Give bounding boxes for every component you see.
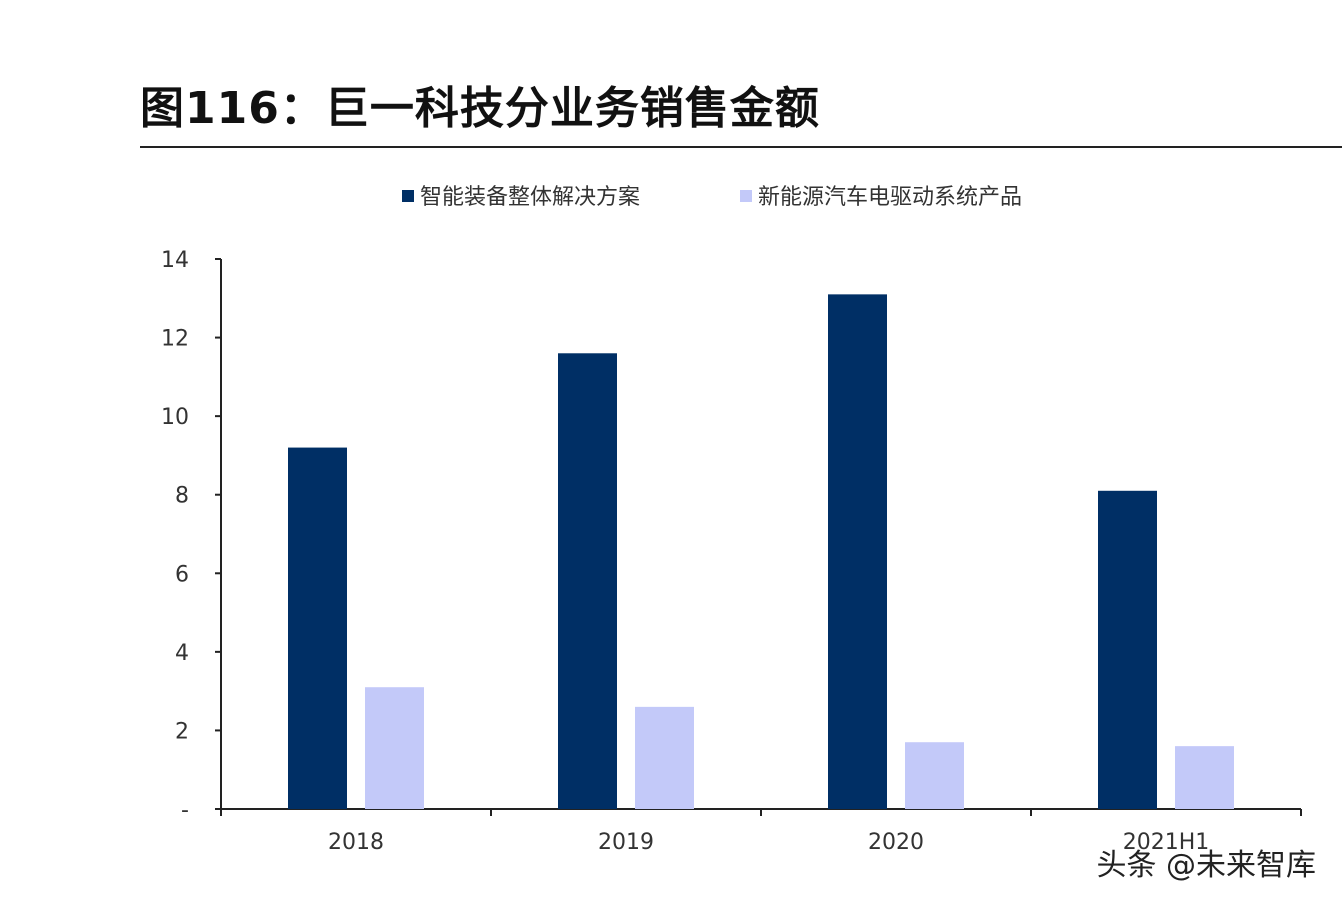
bar-series-2	[905, 742, 964, 809]
x-tick-label: 2020	[868, 830, 924, 855]
x-tick-label: 2021H1	[1123, 830, 1210, 855]
x-tick-label: 2018	[328, 830, 384, 855]
bar-series-1	[828, 294, 887, 809]
y-tick-label: 10	[161, 405, 189, 430]
y-axis: - 2 4 6 8 10 12 14	[161, 248, 222, 823]
y-tick-label: 14	[161, 248, 189, 273]
y-tick-label: 8	[175, 484, 189, 509]
bar-series-1	[1098, 490, 1157, 809]
bar-series-1	[288, 447, 347, 809]
y-tick-label: -	[181, 798, 189, 823]
legend-label: 新能源汽车电驱动系统产品	[758, 185, 1022, 210]
x-tick-label: 2019	[598, 830, 654, 855]
y-tick-label: 4	[175, 641, 189, 666]
legend-swatch	[402, 190, 414, 202]
bar-series-2	[635, 706, 694, 809]
y-tick-label: 2	[175, 719, 189, 744]
bar-series-2	[1175, 746, 1234, 809]
y-tick-label: 6	[175, 562, 189, 587]
title-rule	[140, 146, 1342, 148]
legend-label: 智能装备整体解决方案	[420, 185, 640, 210]
bar-series-2	[365, 687, 424, 809]
legend: 智能装备整体解决方案 新能源汽车电驱动系统产品	[402, 185, 1022, 210]
legend-swatch	[740, 190, 752, 202]
figure-title: 图116：巨一科技分业务销售金额	[140, 83, 820, 134]
watermark: 头条 @未来智库	[1096, 848, 1316, 883]
bar-series-1	[558, 353, 617, 809]
bars	[288, 294, 1234, 809]
y-tick-label: 12	[161, 327, 189, 352]
